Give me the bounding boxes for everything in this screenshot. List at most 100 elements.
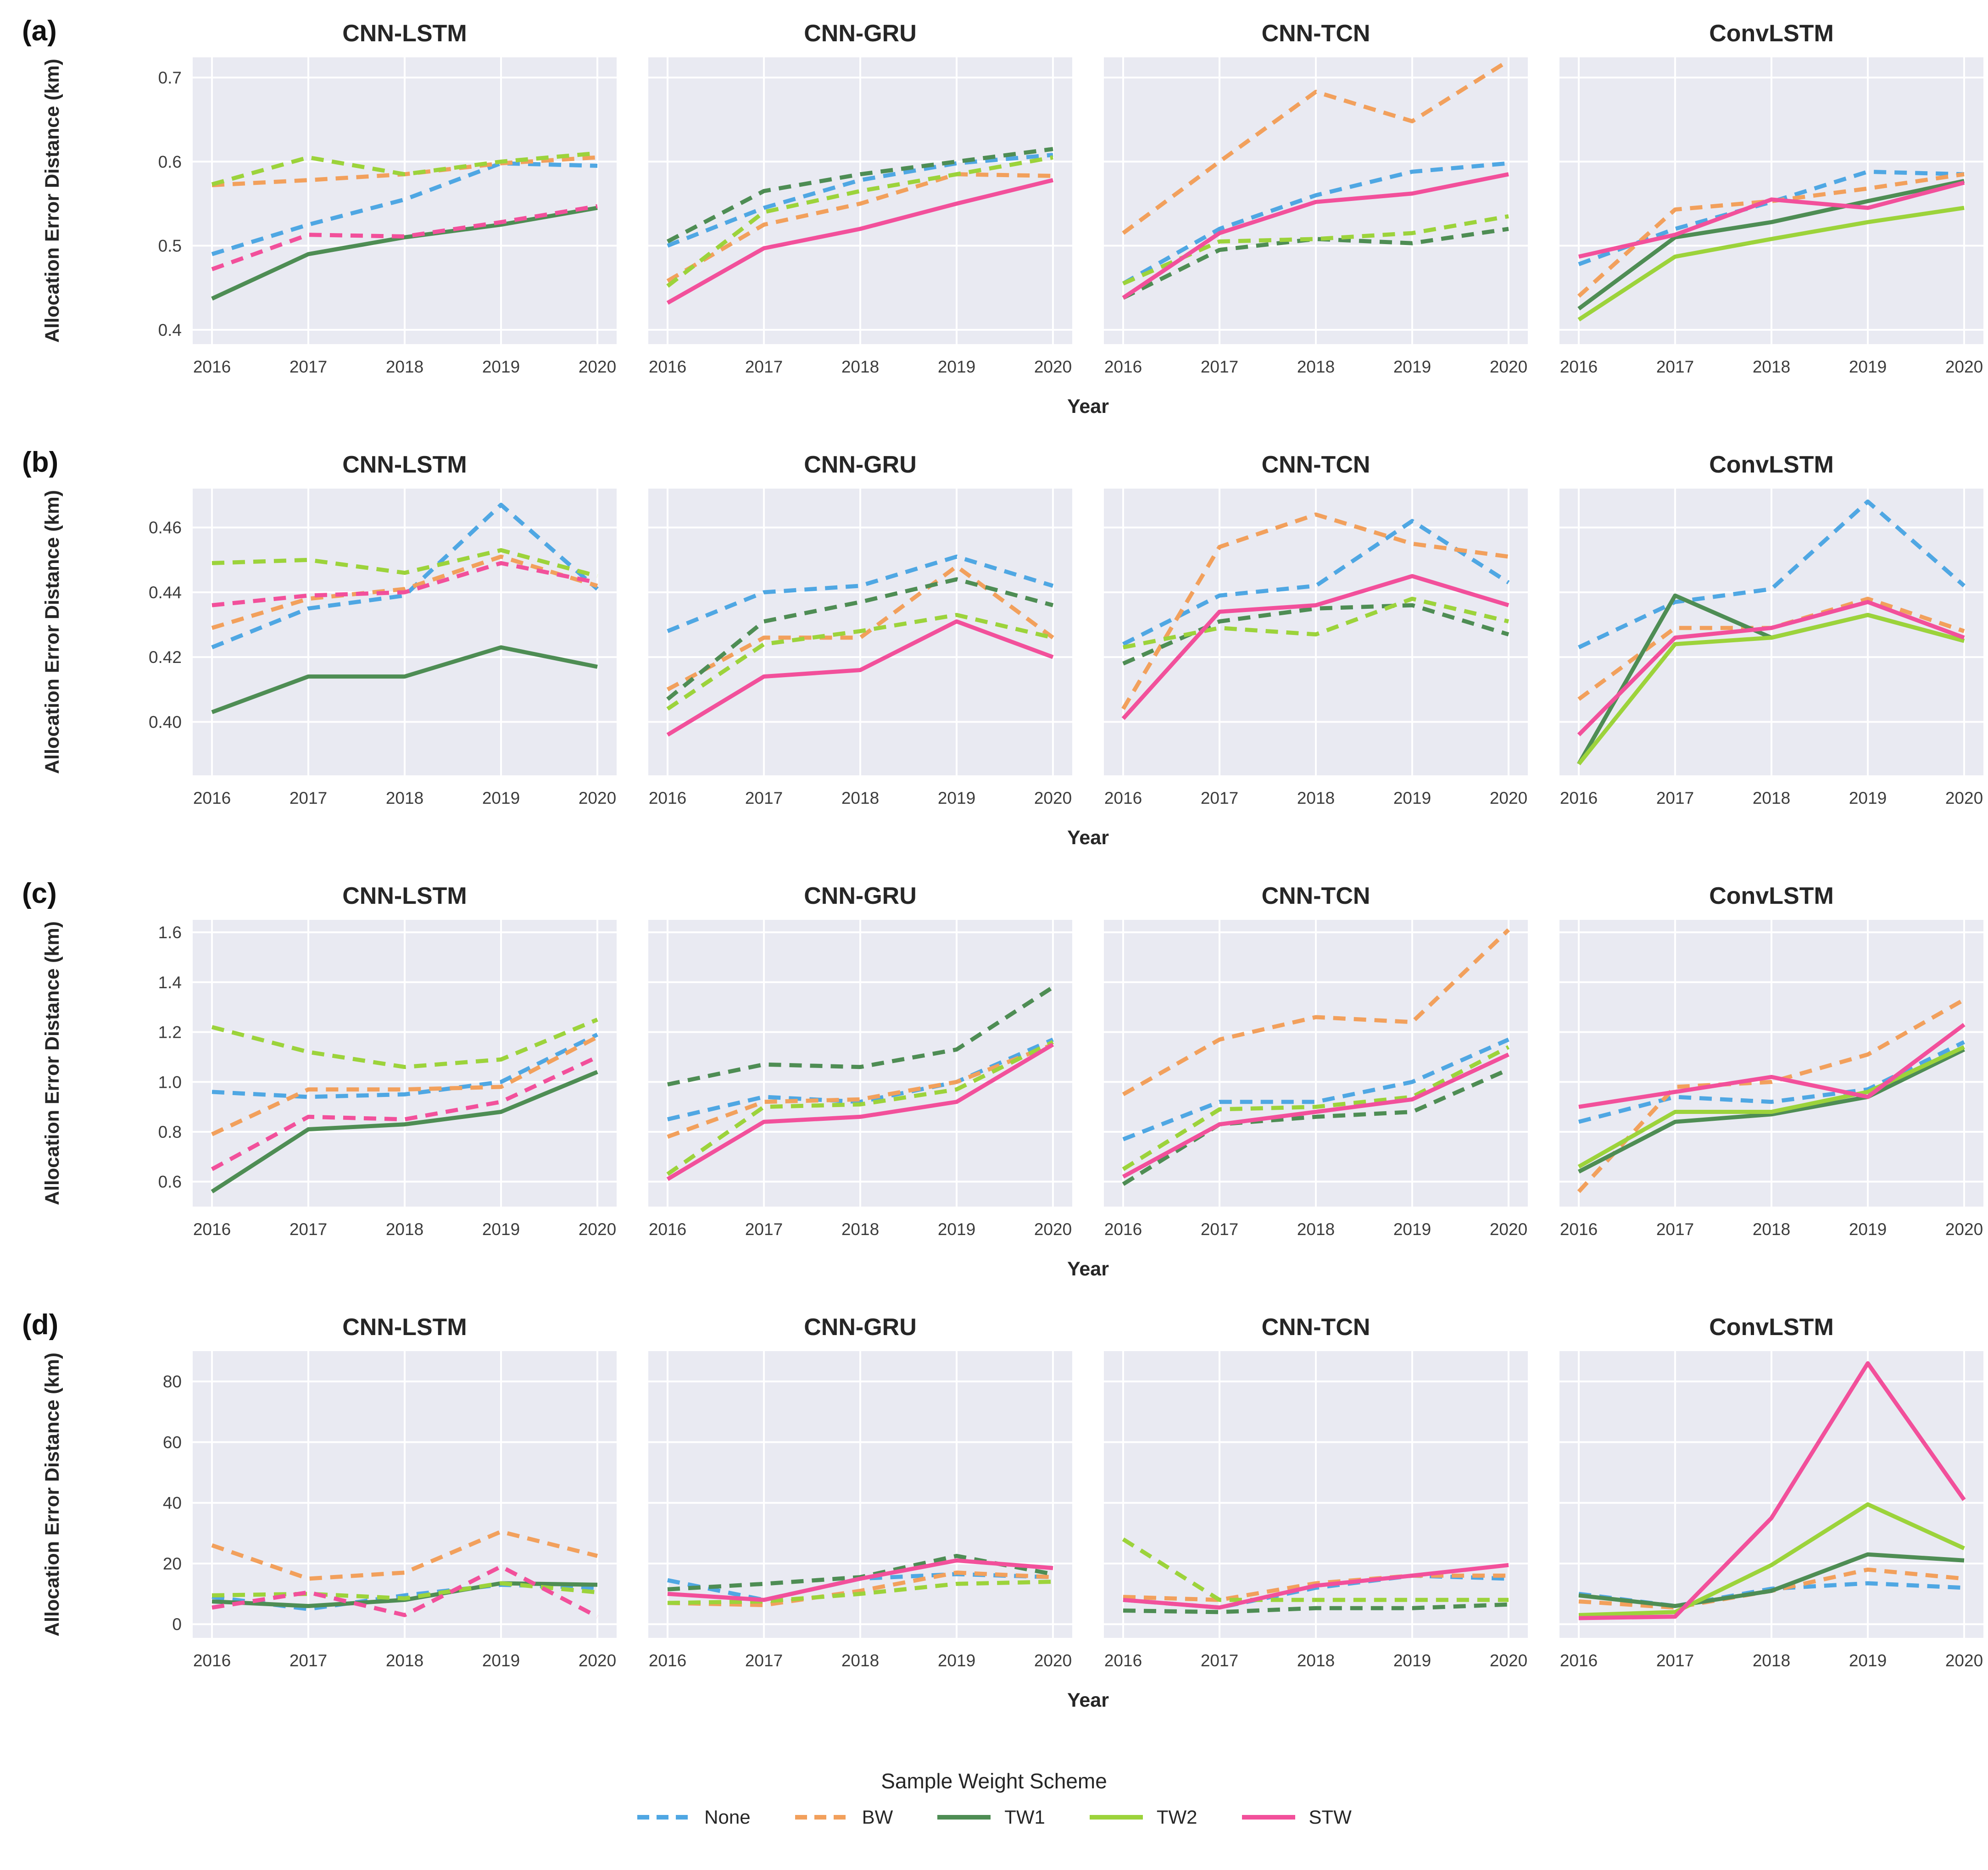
panel-title: ConvLSTM [1709, 451, 1834, 478]
series-line-BW [211, 1530, 598, 1581]
x-tick-label: 2020 [1034, 357, 1072, 376]
y-tick-label: 1.6 [158, 923, 182, 942]
series-line-TW2 [1577, 206, 1965, 322]
series-line-TW1 [1122, 227, 1509, 300]
x-tick-label: 2016 [193, 1220, 231, 1239]
legend-title: Sample Weight Scheme [881, 1769, 1107, 1793]
legend-line-sample-None [637, 1815, 691, 1820]
panel-ConvLSTM: ConvLSTM 2016 2017 2018 2019 2020 [1559, 20, 1983, 376]
x-tick-label: 2020 [1490, 357, 1527, 376]
x-tick-label: 2018 [841, 1651, 879, 1670]
series-line-None [667, 1037, 1054, 1122]
x-tick-label: 2019 [938, 1651, 975, 1670]
series-line-BW [667, 1042, 1054, 1139]
panel-CNN-LSTM: CNN-LSTM 2016 2017 2018 2019 2020 0.6 0.8 1.0 1.2… [158, 883, 617, 1239]
legend-label: STW [1309, 1806, 1352, 1828]
legend-label: None [704, 1806, 751, 1828]
series-line-BW [666, 564, 1054, 691]
chart-row-d: (d) Allocation Error Distance (km) CNN-LST… [22, 1309, 1983, 1711]
y-tick-label: 1.2 [158, 1023, 182, 1042]
x-tick-label: 2020 [579, 1651, 616, 1670]
legend-label: TW2 [1156, 1806, 1197, 1828]
panel-CNN-TCN: CNN-TCN 2016 2017 2018 2019 2020 [1104, 883, 1528, 1239]
x-tick-label: 2020 [1945, 1651, 1983, 1670]
series-line-TW2 [1123, 596, 1509, 650]
legend-item-STW: STW [1241, 1806, 1352, 1828]
x-tick-label: 2018 [1297, 357, 1335, 376]
y-tick-label: 1.4 [158, 973, 182, 992]
x-tick-label: 2016 [1560, 1220, 1598, 1239]
series-line-TW1 [1578, 1552, 1965, 1608]
x-tick-label: 2018 [1753, 1220, 1790, 1239]
series-line-STW [1122, 172, 1509, 300]
x-tick-label: 2017 [1656, 1651, 1694, 1670]
series-line-TW2 [667, 1580, 1053, 1605]
x-axis-label: Year [1067, 1689, 1109, 1711]
legend-item-TW2: TW2 [1089, 1806, 1197, 1828]
x-tick-label: 2019 [1849, 1651, 1887, 1670]
x-tick-label: 2016 [649, 1220, 686, 1239]
x-axis-label: Year [1067, 395, 1109, 417]
x-tick-label: 2020 [1945, 1220, 1983, 1239]
x-tick-label: 2019 [482, 1651, 520, 1670]
x-tick-label: 2020 [1034, 1220, 1072, 1239]
y-tick-label: 40 [163, 1494, 182, 1513]
y-axis-label: Allocation Error Distance (km) [41, 921, 63, 1205]
series-line-TW2 [1578, 1502, 1965, 1617]
x-tick-label: 2018 [386, 1220, 423, 1239]
series-line-TW2 [666, 612, 1054, 711]
legend-items: None BW TW1 TW2 STW [0, 1806, 1988, 1828]
y-tick-label: 0.40 [149, 712, 182, 731]
x-tick-label: 2020 [1945, 357, 1983, 376]
series-line-BW [666, 172, 1053, 283]
x-tick-label: 2019 [938, 789, 975, 807]
panel-CNN-TCN: CNN-TCN 2016 2017 2018 2019 2020 [1104, 451, 1528, 807]
x-tick-label: 2017 [1201, 357, 1238, 376]
series-line-TW1 [667, 985, 1054, 1087]
series-line-None [1122, 1037, 1509, 1141]
series-line-BW [1122, 928, 1510, 1096]
panel-title: CNN-TCN [1262, 883, 1370, 909]
series-line-STW [1578, 1361, 1966, 1620]
x-axis-label: Year [1067, 827, 1109, 849]
panel-CNN-GRU: CNN-GRU 2016 2017 2018 2019 2020 [648, 883, 1072, 1239]
y-tick-label: 0.46 [149, 518, 182, 537]
x-tick-label: 2019 [938, 1220, 975, 1239]
series-line-TW1 [1123, 1602, 1509, 1614]
y-tick-label: 20 [163, 1554, 182, 1573]
panel-ConvLSTM: ConvLSTM 2016 2017 2018 2019 2020 [1559, 451, 1983, 807]
x-tick-label: 2019 [482, 1220, 520, 1239]
x-tick-label: 2016 [1104, 1651, 1142, 1670]
panel-title: ConvLSTM [1709, 883, 1834, 909]
series-line-STW [212, 1564, 599, 1619]
x-tick-label: 2019 [1393, 789, 1431, 807]
x-tick-label: 2020 [1490, 789, 1527, 807]
x-tick-label: 2018 [386, 1651, 423, 1670]
series-line-None [1122, 519, 1510, 646]
series-line-None [1578, 1040, 1965, 1124]
x-tick-label: 2019 [1849, 789, 1887, 807]
series-line-BW [667, 1570, 1053, 1608]
x-tick-label: 2016 [649, 357, 686, 376]
x-tick-label: 2017 [745, 357, 783, 376]
legend-line-sample-TW2 [1089, 1815, 1143, 1820]
x-tick-label: 2017 [290, 1220, 327, 1239]
series-line-BW [1577, 997, 1966, 1193]
series-line-STW [212, 561, 598, 607]
panel-title: ConvLSTM [1709, 1314, 1834, 1341]
x-tick-label: 2017 [1656, 357, 1694, 376]
panel-title: CNN-TCN [1262, 451, 1370, 478]
legend-line-sample-BW [795, 1815, 848, 1820]
x-tick-label: 2020 [579, 789, 616, 807]
x-tick-label: 2018 [386, 789, 423, 807]
x-tick-label: 2019 [482, 357, 520, 376]
series-line-TW2 [666, 1040, 1054, 1176]
panel-title: CNN-LSTM [342, 883, 467, 909]
x-tick-label: 2020 [1490, 1220, 1527, 1239]
legend: Sample Weight Scheme None BW TW1 TW2 STW [0, 1769, 1988, 1828]
x-tick-label: 2016 [1560, 1651, 1598, 1670]
y-tick-label: 0.7 [158, 68, 182, 87]
y-tick-label: 0.5 [158, 237, 182, 256]
x-tick-label: 2019 [482, 789, 520, 807]
series-line-STW [666, 619, 1054, 737]
